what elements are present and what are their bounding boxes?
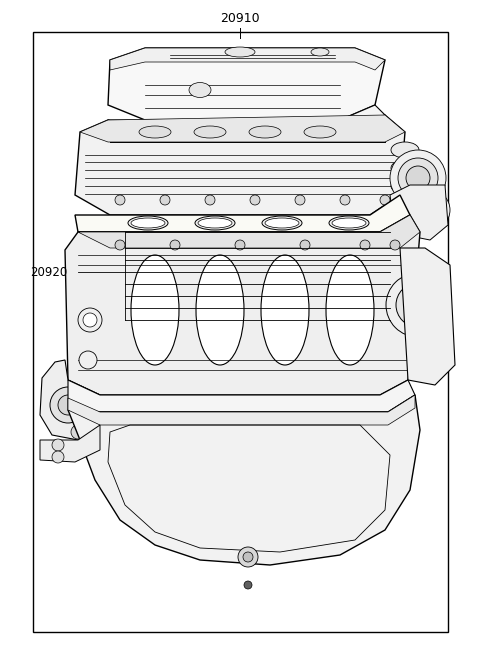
Ellipse shape bbox=[189, 83, 211, 97]
Ellipse shape bbox=[131, 218, 165, 228]
Circle shape bbox=[115, 195, 125, 205]
Circle shape bbox=[205, 195, 215, 205]
Polygon shape bbox=[68, 395, 415, 425]
Circle shape bbox=[160, 195, 170, 205]
Circle shape bbox=[417, 197, 443, 223]
Ellipse shape bbox=[261, 255, 309, 365]
Circle shape bbox=[408, 323, 452, 367]
Circle shape bbox=[390, 240, 400, 250]
Circle shape bbox=[406, 166, 430, 190]
Circle shape bbox=[250, 195, 260, 205]
Ellipse shape bbox=[265, 218, 299, 228]
Circle shape bbox=[410, 190, 450, 230]
Polygon shape bbox=[40, 360, 100, 440]
Ellipse shape bbox=[196, 255, 244, 365]
Ellipse shape bbox=[329, 216, 369, 230]
Polygon shape bbox=[65, 215, 420, 395]
Circle shape bbox=[58, 395, 78, 415]
Circle shape bbox=[295, 195, 305, 205]
Circle shape bbox=[52, 451, 64, 463]
Circle shape bbox=[78, 308, 102, 332]
Circle shape bbox=[83, 313, 97, 327]
Ellipse shape bbox=[391, 178, 419, 194]
Circle shape bbox=[340, 195, 350, 205]
Ellipse shape bbox=[304, 126, 336, 138]
Ellipse shape bbox=[128, 216, 168, 230]
Polygon shape bbox=[68, 395, 420, 565]
Circle shape bbox=[300, 240, 310, 250]
Circle shape bbox=[170, 240, 180, 250]
Circle shape bbox=[398, 158, 438, 198]
Ellipse shape bbox=[311, 48, 329, 56]
Ellipse shape bbox=[326, 255, 374, 365]
Circle shape bbox=[405, 292, 431, 318]
Ellipse shape bbox=[139, 126, 171, 138]
Circle shape bbox=[396, 283, 440, 327]
Ellipse shape bbox=[332, 218, 366, 228]
Polygon shape bbox=[80, 115, 405, 142]
Polygon shape bbox=[108, 48, 385, 120]
Polygon shape bbox=[390, 185, 448, 240]
Ellipse shape bbox=[194, 126, 226, 138]
Polygon shape bbox=[75, 195, 410, 232]
Text: 20920: 20920 bbox=[30, 265, 67, 279]
Circle shape bbox=[79, 351, 97, 369]
Circle shape bbox=[235, 240, 245, 250]
Polygon shape bbox=[108, 105, 385, 132]
Circle shape bbox=[238, 547, 258, 567]
Polygon shape bbox=[110, 48, 385, 70]
Circle shape bbox=[115, 240, 125, 250]
Circle shape bbox=[386, 273, 450, 337]
Polygon shape bbox=[400, 248, 455, 385]
Ellipse shape bbox=[195, 216, 235, 230]
Circle shape bbox=[71, 425, 85, 439]
Circle shape bbox=[390, 150, 446, 206]
Circle shape bbox=[380, 195, 390, 205]
Bar bbox=[33, 32, 448, 632]
Polygon shape bbox=[40, 425, 100, 462]
Polygon shape bbox=[75, 115, 405, 215]
Circle shape bbox=[52, 439, 64, 451]
Ellipse shape bbox=[391, 142, 419, 158]
Ellipse shape bbox=[131, 255, 179, 365]
Ellipse shape bbox=[225, 47, 255, 57]
Circle shape bbox=[50, 387, 86, 423]
Polygon shape bbox=[68, 380, 415, 412]
Circle shape bbox=[360, 240, 370, 250]
Circle shape bbox=[416, 331, 444, 359]
Text: 20910: 20910 bbox=[220, 12, 260, 24]
Polygon shape bbox=[78, 215, 420, 248]
Ellipse shape bbox=[249, 126, 281, 138]
Ellipse shape bbox=[262, 216, 302, 230]
Circle shape bbox=[243, 552, 253, 562]
Ellipse shape bbox=[391, 160, 419, 176]
Circle shape bbox=[244, 581, 252, 589]
Ellipse shape bbox=[198, 218, 232, 228]
